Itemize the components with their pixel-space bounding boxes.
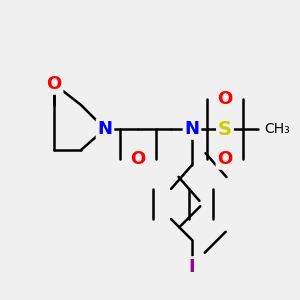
Text: CH₃: CH₃ [264,122,290,136]
Text: N: N [98,120,112,138]
Text: S: S [218,119,232,139]
Text: N: N [184,120,200,138]
Text: I: I [189,258,195,276]
Text: O: O [218,150,232,168]
Text: O: O [218,90,232,108]
Text: O: O [46,75,62,93]
Text: O: O [130,150,146,168]
